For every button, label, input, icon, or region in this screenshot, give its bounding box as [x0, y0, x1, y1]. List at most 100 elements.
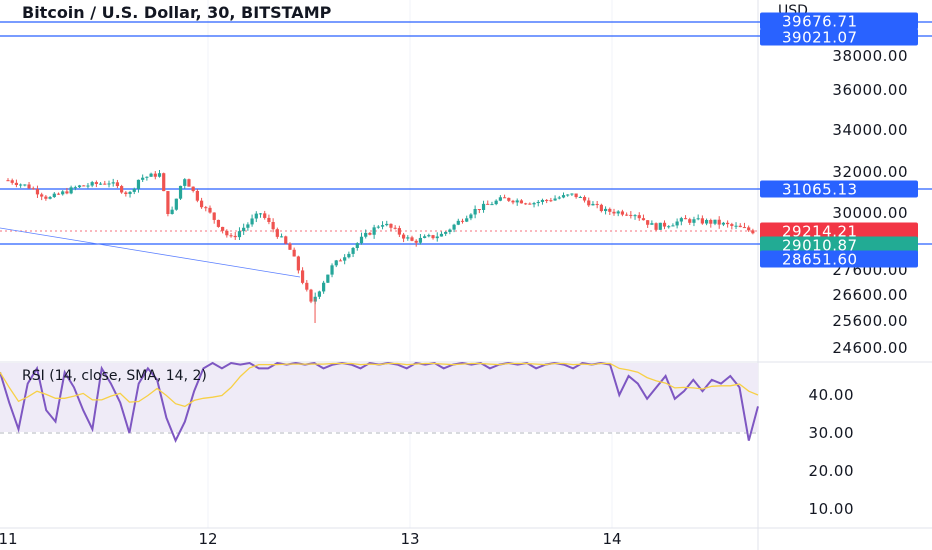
price-tick: 30000.00	[832, 204, 908, 222]
candle-body	[734, 225, 738, 227]
candle-body	[667, 226, 671, 228]
level-badge[interactable]: 39676.71	[760, 12, 918, 30]
candle-body	[540, 199, 545, 202]
candle-body	[498, 197, 502, 201]
candle-body	[77, 185, 82, 188]
candle-body	[654, 223, 658, 230]
candle-body	[616, 211, 620, 214]
rsi-legend-label[interactable]: RSI (14, close, SMA, 14, 2)	[22, 368, 207, 384]
candle-body	[322, 282, 326, 292]
candle-body	[338, 260, 343, 262]
candle-body	[524, 203, 528, 205]
candle-body	[490, 204, 494, 206]
candle-body	[246, 224, 250, 228]
candle-body	[574, 193, 578, 198]
level-badge[interactable]: 31065.13	[760, 180, 918, 198]
candle-body	[178, 185, 183, 199]
candle-body	[271, 222, 275, 230]
candle-body	[385, 223, 389, 226]
candle-body	[469, 214, 473, 219]
candle-body	[557, 197, 561, 199]
last-price-badge[interactable]: 29214.21	[760, 222, 918, 240]
candle-body	[27, 184, 31, 189]
candle-body	[61, 191, 65, 195]
candle-body	[431, 235, 435, 239]
price-tick: 24600.00	[832, 339, 908, 357]
candle-body	[700, 218, 704, 224]
candle-body	[208, 207, 212, 213]
candle-body	[233, 235, 237, 238]
candle-body	[444, 231, 448, 234]
candle-body	[372, 227, 376, 235]
candle-body	[435, 236, 439, 239]
candle-body	[629, 214, 633, 216]
candle-body	[566, 194, 570, 196]
candle-body	[646, 220, 650, 225]
candle-body	[418, 237, 423, 243]
candle-body	[717, 219, 721, 225]
candle-body	[31, 188, 35, 190]
price-tick: 32000.00	[832, 163, 908, 181]
candle-body	[6, 180, 10, 182]
price-tick: 25600.00	[832, 312, 908, 330]
candle-body	[56, 193, 61, 195]
candle-body	[519, 200, 524, 204]
candle-body	[650, 223, 654, 225]
candle-body	[183, 179, 187, 186]
rsi-tick: 20.00	[808, 462, 854, 480]
candle-body	[145, 176, 149, 178]
candle-body	[709, 220, 713, 224]
candle-body	[692, 219, 696, 223]
candle-body	[212, 212, 216, 220]
candle-body	[90, 182, 94, 186]
level-badge[interactable]: 29010.87	[760, 236, 918, 254]
candle-body	[347, 253, 351, 258]
candle-body	[191, 186, 195, 191]
candle-body	[111, 182, 115, 184]
candle-body	[591, 203, 595, 206]
candle-body	[237, 231, 242, 238]
candle-body	[427, 235, 431, 237]
candle-body	[410, 237, 414, 241]
candle-body	[633, 215, 637, 217]
candle-body	[393, 227, 397, 229]
candle-body	[599, 204, 603, 212]
symbol-title[interactable]: Bitcoin / U.S. Dollar, 30, BITSTAMP	[22, 3, 332, 22]
candle-body	[250, 218, 254, 225]
candle-body	[166, 191, 170, 214]
price-tick: 36000.00	[832, 81, 908, 99]
candle-body	[115, 182, 120, 187]
level-badge[interactable]: 39021.07	[760, 28, 918, 46]
candle-body	[86, 185, 90, 187]
candle-body	[726, 222, 730, 225]
candle-body	[187, 179, 191, 187]
candle-body	[721, 222, 726, 225]
candle-body	[103, 183, 107, 185]
candle-body	[389, 223, 393, 228]
price-tick: 26600.00	[832, 286, 908, 304]
candle-body	[730, 224, 734, 226]
candle-body	[376, 226, 380, 228]
candle-body	[170, 209, 174, 214]
candle-body	[460, 220, 465, 222]
candle-body	[334, 260, 338, 266]
candle-body	[120, 186, 124, 193]
candle-body	[747, 227, 751, 231]
date-tick: 14	[602, 530, 622, 548]
candle-body	[359, 236, 364, 244]
candle-body	[603, 208, 608, 212]
candle-body	[292, 249, 296, 257]
candle-body	[330, 265, 334, 275]
candle-body	[671, 225, 675, 227]
candle-body	[157, 173, 162, 177]
price-tick: 34000.00	[832, 121, 908, 139]
candle-body	[481, 203, 486, 210]
candle-body	[136, 179, 141, 189]
candle-body	[195, 190, 199, 201]
candle-body	[515, 200, 519, 203]
candle-body	[343, 257, 347, 261]
candle-body	[258, 213, 263, 215]
candle-body	[662, 222, 667, 227]
level-badge[interactable]: 28651.60	[760, 250, 918, 268]
